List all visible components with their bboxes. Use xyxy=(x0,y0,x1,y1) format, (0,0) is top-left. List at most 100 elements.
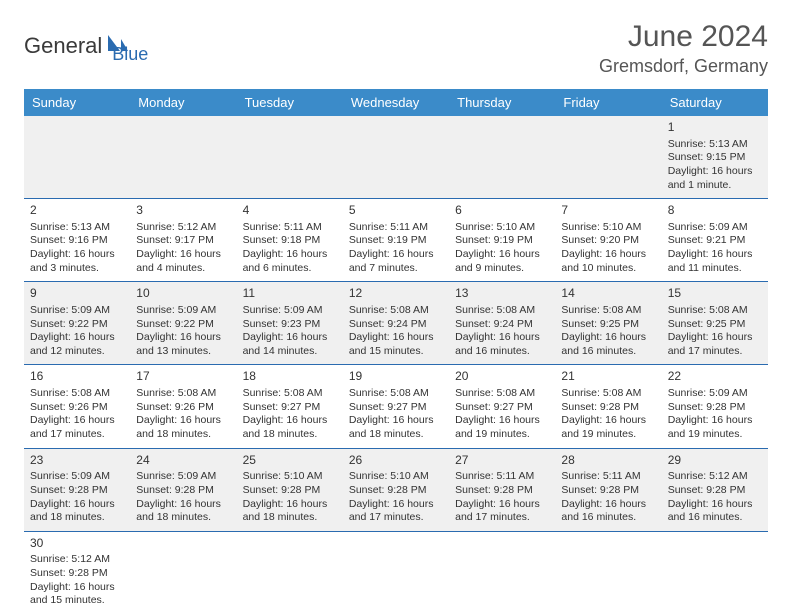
day-cell: 6Sunrise: 5:10 AMSunset: 9:19 PMDaylight… xyxy=(449,199,555,282)
empty-cell xyxy=(24,116,130,199)
empty-cell xyxy=(555,116,661,199)
day-cell: 12Sunrise: 5:08 AMSunset: 9:24 PMDayligh… xyxy=(343,282,449,365)
daylight-text: Daylight: 16 hours and 19 minutes. xyxy=(561,414,655,441)
sunrise-text: Sunrise: 5:13 AM xyxy=(668,138,762,152)
sunset-text: Sunset: 9:22 PM xyxy=(30,318,124,332)
day-cell: 23Sunrise: 5:09 AMSunset: 9:28 PMDayligh… xyxy=(24,448,130,531)
day-cell: 26Sunrise: 5:10 AMSunset: 9:28 PMDayligh… xyxy=(343,448,449,531)
daylight-text: Daylight: 16 hours and 17 minutes. xyxy=(668,331,762,358)
week-row: 30Sunrise: 5:12 AMSunset: 9:28 PMDayligh… xyxy=(24,531,768,614)
week-row: 2Sunrise: 5:13 AMSunset: 9:16 PMDaylight… xyxy=(24,199,768,282)
sunset-text: Sunset: 9:28 PM xyxy=(349,484,443,498)
sunset-text: Sunset: 9:19 PM xyxy=(349,234,443,248)
day-number: 24 xyxy=(136,453,230,469)
sunrise-text: Sunrise: 5:11 AM xyxy=(349,221,443,235)
logo: General Blue xyxy=(24,26,148,65)
day-cell: 17Sunrise: 5:08 AMSunset: 9:26 PMDayligh… xyxy=(130,365,236,448)
sunset-text: Sunset: 9:28 PM xyxy=(243,484,337,498)
sunrise-text: Sunrise: 5:10 AM xyxy=(349,470,443,484)
daylight-text: Daylight: 16 hours and 18 minutes. xyxy=(243,414,337,441)
day-cell: 18 Sunrise: 5:08 AMSunset: 9:27 PMDayligh… xyxy=(237,365,343,448)
sunset-text: Sunset: 9:28 PM xyxy=(561,401,655,415)
sunset-text: Sunset: 9:27 PM xyxy=(243,401,337,415)
day-header: Sunday xyxy=(24,89,130,116)
day-header: Monday xyxy=(130,89,236,116)
day-cell: 30Sunrise: 5:12 AMSunset: 9:28 PMDayligh… xyxy=(24,531,130,614)
day-number: 25 xyxy=(243,453,337,469)
daylight-text: Daylight: 16 hours and 15 minutes. xyxy=(349,331,443,358)
sunrise-text: Sunrise: 5:08 AM xyxy=(668,304,762,318)
day-number: 22 xyxy=(668,369,762,385)
sunrise-text: Sunrise: 5:11 AM xyxy=(561,470,655,484)
week-row: 1Sunrise: 5:13 AMSunset: 9:15 PMDaylight… xyxy=(24,116,768,199)
daylight-text: Daylight: 16 hours and 4 minutes. xyxy=(136,248,230,275)
sunset-text: Sunset: 9:25 PM xyxy=(668,318,762,332)
sunrise-text: Sunrise: 5:09 AM xyxy=(30,304,124,318)
daylight-text: Daylight: 16 hours and 13 minutes. xyxy=(136,331,230,358)
daylight-text: Daylight: 16 hours and 18 minutes. xyxy=(136,414,230,441)
day-header: Thursday xyxy=(449,89,555,116)
day-cell: 28Sunrise: 5:11 AMSunset: 9:28 PMDayligh… xyxy=(555,448,661,531)
week-row: 9Sunrise: 5:09 AMSunset: 9:22 PMDaylight… xyxy=(24,282,768,365)
daylight-text: Daylight: 16 hours and 18 minutes. xyxy=(349,414,443,441)
daylight-text: Daylight: 16 hours and 10 minutes. xyxy=(561,248,655,275)
day-header: Friday xyxy=(555,89,661,116)
daylight-text: Daylight: 16 hours and 18 minutes. xyxy=(243,498,337,525)
day-number: 6 xyxy=(455,203,549,219)
daylight-text: Daylight: 16 hours and 9 minutes. xyxy=(455,248,549,275)
empty-cell xyxy=(237,531,343,614)
location: Gremsdorf, Germany xyxy=(599,56,768,77)
day-cell: 7Sunrise: 5:10 AMSunset: 9:20 PMDaylight… xyxy=(555,199,661,282)
empty-cell xyxy=(662,531,768,614)
logo-text-blue: Blue xyxy=(112,44,148,65)
day-number: 14 xyxy=(561,286,655,302)
daylight-text: Daylight: 16 hours and 16 minutes. xyxy=(561,331,655,358)
sunset-text: Sunset: 9:27 PM xyxy=(349,401,443,415)
day-cell: 27Sunrise: 5:11 AMSunset: 9:28 PMDayligh… xyxy=(449,448,555,531)
daylight-text: Daylight: 16 hours and 19 minutes. xyxy=(455,414,549,441)
empty-cell xyxy=(449,116,555,199)
day-number: 21 xyxy=(561,369,655,385)
day-cell: 15Sunrise: 5:08 AMSunset: 9:25 PMDayligh… xyxy=(662,282,768,365)
empty-cell xyxy=(130,531,236,614)
day-number: 5 xyxy=(349,203,443,219)
day-number: 18 xyxy=(243,369,337,385)
day-header-row: SundayMondayTuesdayWednesdayThursdayFrid… xyxy=(24,89,768,116)
day-number: 26 xyxy=(349,453,443,469)
sunset-text: Sunset: 9:28 PM xyxy=(668,401,762,415)
sunset-text: Sunset: 9:28 PM xyxy=(30,484,124,498)
logo-text-general: General xyxy=(24,33,102,59)
day-cell: 5Sunrise: 5:11 AMSunset: 9:19 PMDaylight… xyxy=(343,199,449,282)
daylight-text: Daylight: 16 hours and 18 minutes. xyxy=(136,498,230,525)
day-cell: 13Sunrise: 5:08 AMSunset: 9:24 PMDayligh… xyxy=(449,282,555,365)
day-cell: 10Sunrise: 5:09 AMSunset: 9:22 PMDayligh… xyxy=(130,282,236,365)
header: General Blue June 2024 Gremsdorf, German… xyxy=(24,20,768,77)
daylight-text: Daylight: 16 hours and 16 minutes. xyxy=(455,331,549,358)
sunset-text: Sunset: 9:24 PM xyxy=(455,318,549,332)
sunset-text: Sunset: 9:28 PM xyxy=(136,484,230,498)
sunset-text: Sunset: 9:17 PM xyxy=(136,234,230,248)
day-number: 9 xyxy=(30,286,124,302)
sunrise-text: Sunrise: 5:09 AM xyxy=(30,470,124,484)
day-number: 23 xyxy=(30,453,124,469)
sunrise-text: Sunrise: 5:08 AM xyxy=(349,387,443,401)
sunset-text: Sunset: 9:22 PM xyxy=(136,318,230,332)
day-number: 16 xyxy=(30,369,124,385)
daylight-text: Daylight: 16 hours and 12 minutes. xyxy=(30,331,124,358)
sunrise-text: Sunrise: 5:09 AM xyxy=(243,304,337,318)
week-row: 16Sunrise: 5:08 AMSunset: 9:26 PMDayligh… xyxy=(24,365,768,448)
day-cell: 21Sunrise: 5:08 AMSunset: 9:28 PMDayligh… xyxy=(555,365,661,448)
sunrise-text: Sunrise: 5:09 AM xyxy=(668,387,762,401)
sunrise-text: Sunrise: 5:11 AM xyxy=(455,470,549,484)
sunrise-text: Sunrise: 5:08 AM xyxy=(243,387,337,401)
day-number: 8 xyxy=(668,203,762,219)
daylight-text: Daylight: 16 hours and 18 minutes. xyxy=(30,498,124,525)
sunset-text: Sunset: 9:28 PM xyxy=(455,484,549,498)
sunrise-text: Sunrise: 5:10 AM xyxy=(561,221,655,235)
daylight-text: Daylight: 16 hours and 11 minutes. xyxy=(668,248,762,275)
empty-cell xyxy=(237,116,343,199)
empty-cell xyxy=(343,531,449,614)
sunset-text: Sunset: 9:26 PM xyxy=(136,401,230,415)
empty-cell xyxy=(449,531,555,614)
day-number: 27 xyxy=(455,453,549,469)
